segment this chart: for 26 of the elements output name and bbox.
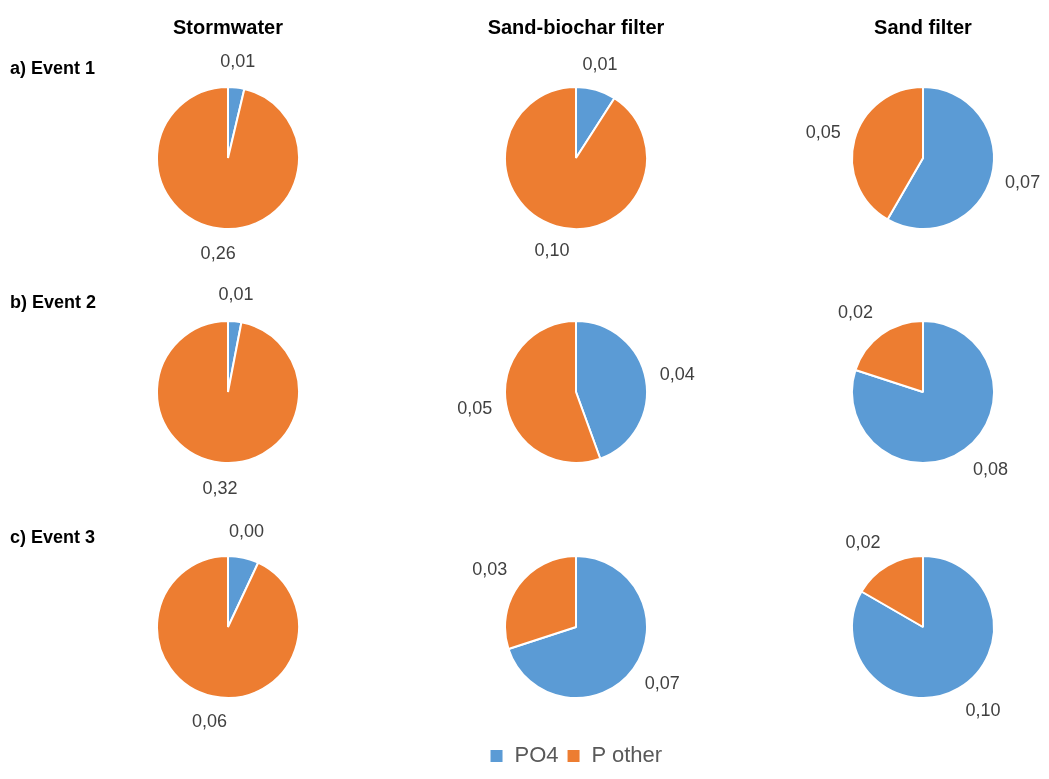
text: c) Event 3 [10, 527, 96, 548]
data-label: 0,04 [659, 364, 695, 385]
data-label: 0,01 [582, 53, 618, 74]
data-label: 0,01 [218, 284, 254, 305]
legend-label: P other [591, 742, 663, 768]
data-label: 0,03 [472, 558, 508, 579]
text: b) Event 2 [10, 292, 97, 313]
chart-title: Stormwater [172, 16, 284, 39]
legend-label: PO4 [514, 742, 559, 768]
data-label: 0,10 [534, 240, 570, 261]
data-label: 0,26 [200, 243, 236, 264]
data-label: 0,06 [191, 710, 228, 731]
data-label: 0,07 [644, 672, 680, 693]
data-label: 0,00 [228, 521, 265, 542]
text: a) Event 1 [10, 58, 96, 79]
chart-title: Sand filter [873, 16, 973, 39]
data-label: 0,05 [805, 121, 841, 142]
data-label: 0,05 [457, 397, 493, 418]
chart-title: Sand-biochar filter [486, 16, 666, 39]
data-label: 0,07 [1005, 172, 1041, 193]
data-label: 0,02 [845, 531, 881, 552]
data-label: 0,02 [837, 302, 874, 323]
data-label: 0,01 [220, 50, 256, 71]
data-label: 0,08 [972, 459, 1009, 480]
data-label: 0,10 [965, 699, 1001, 720]
data-label: 0,32 [202, 477, 238, 498]
